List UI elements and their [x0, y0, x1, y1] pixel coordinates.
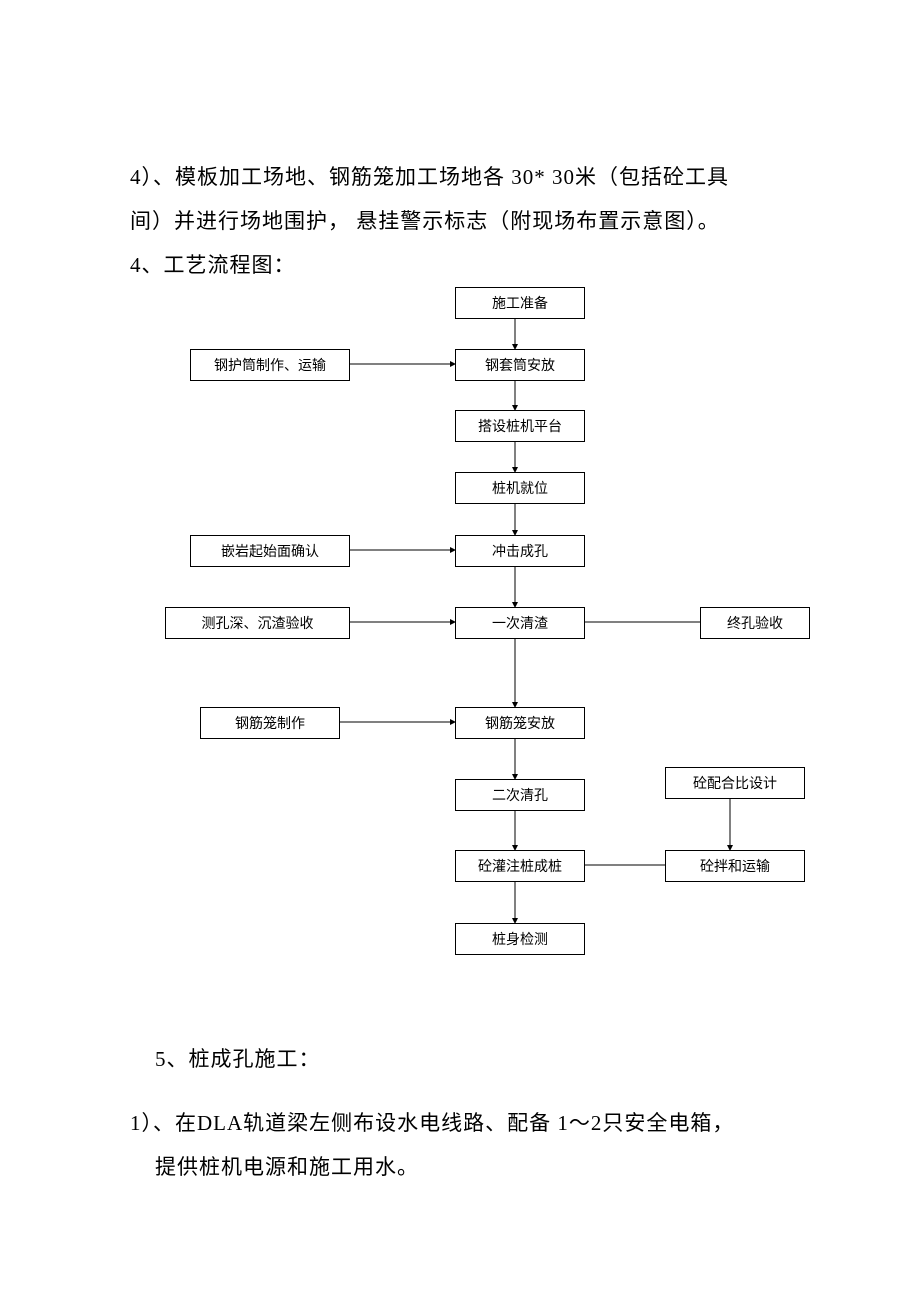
flow-node-n12: 钢筋笼安放 [455, 707, 585, 739]
flow-node-n2: 钢护筒制作、运输 [190, 349, 350, 381]
flow-node-n17: 桩身检测 [455, 923, 585, 955]
paragraph-3: 4、工艺流程图： [130, 243, 815, 287]
flow-node-n16: 砼拌和运输 [665, 850, 805, 882]
flow-node-n9: 一次清渣 [455, 607, 585, 639]
paragraph-1: 4）、模板加工场地、钢筋笼加工场地各 30* 30米（包括砼工具 [130, 155, 815, 199]
paragraph-6: 提供桩机电源和施工用水。 [155, 1145, 815, 1189]
flow-node-n5: 桩机就位 [455, 472, 585, 504]
flow-node-n15: 砼灌注桩成桩 [455, 850, 585, 882]
flowchart-arrows [130, 287, 815, 1007]
flow-node-n14: 砼配合比设计 [665, 767, 805, 799]
flow-node-n7: 冲击成孔 [455, 535, 585, 567]
flow-node-n10: 终孔验收 [700, 607, 810, 639]
flow-node-n3: 钢套筒安放 [455, 349, 585, 381]
flow-node-n6: 嵌岩起始面确认 [190, 535, 350, 567]
flow-node-n13: 二次清孔 [455, 779, 585, 811]
document-page: 4）、模板加工场地、钢筋笼加工场地各 30* 30米（包括砼工具 间）并进行场地… [0, 0, 920, 1270]
flow-node-n8: 测孔深、沉渣验收 [165, 607, 350, 639]
paragraph-2: 间）并进行场地围护， 悬挂警示标志（附现场布置示意图）。 [130, 199, 815, 243]
flowchart: 施工准备钢护筒制作、运输 钢套筒安放搭设桩机平台桩机就位嵌岩起始面确认 冲击成孔测孔… [130, 287, 815, 1007]
flow-node-n1: 施工准备 [455, 287, 585, 319]
paragraph-4: 5、桩成孔施工： [155, 1037, 815, 1081]
flow-node-n4: 搭设桩机平台 [455, 410, 585, 442]
flow-node-n11: 钢筋笼制作 [200, 707, 340, 739]
paragraph-5: 1）、在DLA轨道梁左侧布设水电线路、配备 1～2只安全电箱， [130, 1101, 815, 1145]
